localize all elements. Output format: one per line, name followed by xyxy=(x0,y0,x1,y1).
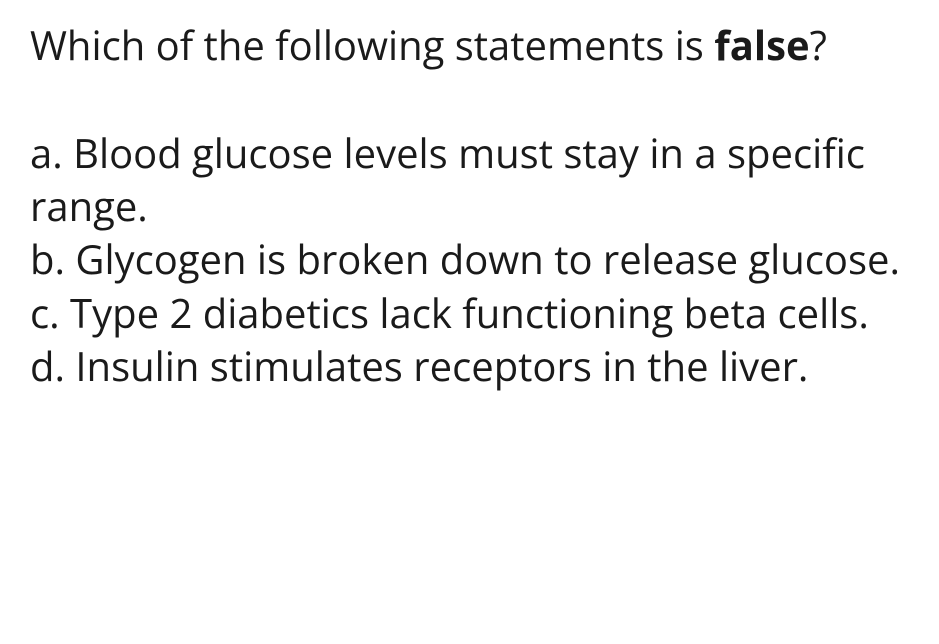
option-b: b. Glycogen is broken down to release gl… xyxy=(30,232,911,285)
options-list: a. Blood glucose levels must stay in a s… xyxy=(30,126,911,392)
question-prefix: Which of the following statements is xyxy=(30,17,714,72)
question-bold-word: false xyxy=(714,17,809,72)
question-suffix: ? xyxy=(810,17,827,72)
option-d: d. Insulin stimulates receptors in the l… xyxy=(30,339,911,392)
page: Which of the following statements is fal… xyxy=(0,0,939,410)
question-text: Which of the following statements is fal… xyxy=(30,18,911,72)
option-a: a. Blood glucose levels must stay in a s… xyxy=(30,126,911,232)
option-c: c. Type 2 diabetics lack functioning bet… xyxy=(30,286,911,339)
